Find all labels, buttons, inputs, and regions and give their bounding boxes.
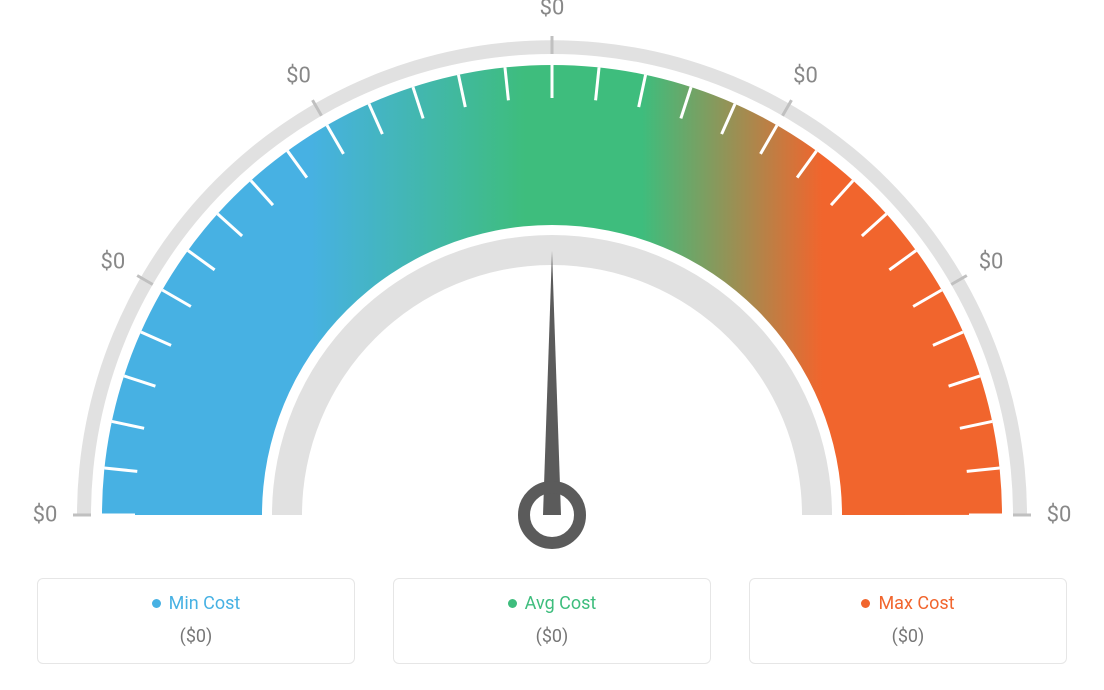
legend-card-min: Min Cost ($0) [37,578,355,664]
legend-label-avg: Avg Cost [525,593,597,614]
legend-dot-avg [508,599,517,608]
gauge-tick-label: $0 [286,63,311,88]
gauge-tick-label: $0 [1047,503,1072,528]
legend-value-avg: ($0) [406,626,698,647]
legend-row: Min Cost ($0) Avg Cost ($0) Max Cost ($0… [37,578,1067,664]
legend-label-max: Max Cost [878,593,954,614]
legend-card-max: Max Cost ($0) [749,578,1067,664]
legend-value-max: ($0) [762,626,1054,647]
gauge-chart: $0 $0 $0 $0 $0 $0 $0 [0,0,1104,560]
gauge-tick-label: $0 [793,63,818,88]
legend-value-min: ($0) [50,626,342,647]
gauge-tick-label: $0 [979,249,1004,274]
gauge-tick-label: $0 [33,503,58,528]
legend-dot-min [152,599,161,608]
gauge-tick-label: $0 [540,0,565,21]
legend-title-min: Min Cost [152,593,241,614]
gauge-svg [0,0,1104,560]
legend-card-avg: Avg Cost ($0) [393,578,711,664]
legend-label-min: Min Cost [169,593,241,614]
gauge-tick-label: $0 [101,249,126,274]
legend-dot-max [861,599,870,608]
cost-gauge-container: $0 $0 $0 $0 $0 $0 $0 Min Cost ($0) Avg Cost ($… [0,0,1104,690]
legend-title-avg: Avg Cost [508,593,597,614]
legend-title-max: Max Cost [861,593,954,614]
